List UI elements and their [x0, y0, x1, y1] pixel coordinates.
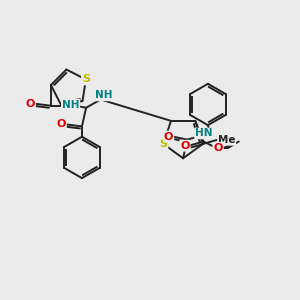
- Text: O: O: [180, 141, 190, 151]
- Text: S: S: [82, 74, 90, 85]
- Text: NH: NH: [62, 100, 79, 110]
- Text: NH: NH: [95, 90, 112, 100]
- Text: O: O: [26, 99, 35, 109]
- Text: O: O: [164, 132, 173, 142]
- Text: S: S: [159, 139, 167, 149]
- Text: Me: Me: [218, 135, 235, 145]
- Text: O: O: [213, 143, 223, 153]
- Text: O: O: [57, 119, 66, 129]
- Text: HN: HN: [195, 128, 212, 138]
